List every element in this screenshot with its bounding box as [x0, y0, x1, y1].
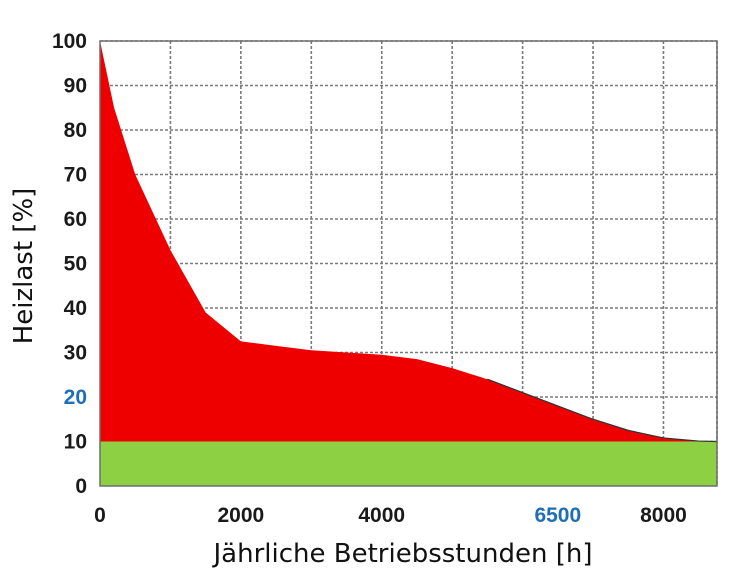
heating-load-area [100, 41, 717, 486]
y-tick-label: 40 [64, 297, 87, 320]
x-tick-label: 2000 [218, 504, 265, 527]
x-tick-label: 6500 [534, 504, 581, 527]
y-axis-ticks: 0 10 20 30 40 50 60 70 80 90 100 [52, 30, 87, 498]
y-axis-title: Heizlast [%] [9, 188, 39, 345]
x-tick-label: 8000 [640, 504, 687, 527]
y-tick-label: 50 [64, 253, 87, 276]
y-tick-label: 70 [64, 164, 87, 187]
base-load-area [100, 441, 717, 486]
y-tick-label: 60 [64, 208, 87, 231]
x-axis-ticks: 0 2000 4000 6500 8000 [94, 504, 687, 527]
y-tick-label: 90 [64, 75, 87, 98]
plot-frame [99, 40, 718, 487]
y-tick-label: 100 [52, 30, 87, 53]
x-tick-label: 0 [94, 504, 106, 527]
y-tick-label: 80 [64, 119, 87, 142]
plot-area [100, 41, 718, 486]
y-tick-label: 0 [75, 475, 87, 498]
y-tick-label: 30 [64, 342, 87, 365]
x-tick-label: 4000 [358, 504, 405, 527]
y-tick-label: 10 [64, 431, 87, 454]
x-axis-title: Jährliche Betriebsstunden [h] [212, 539, 593, 569]
y-tick-label: 20 [64, 386, 87, 409]
curve-edge [487, 378, 718, 443]
